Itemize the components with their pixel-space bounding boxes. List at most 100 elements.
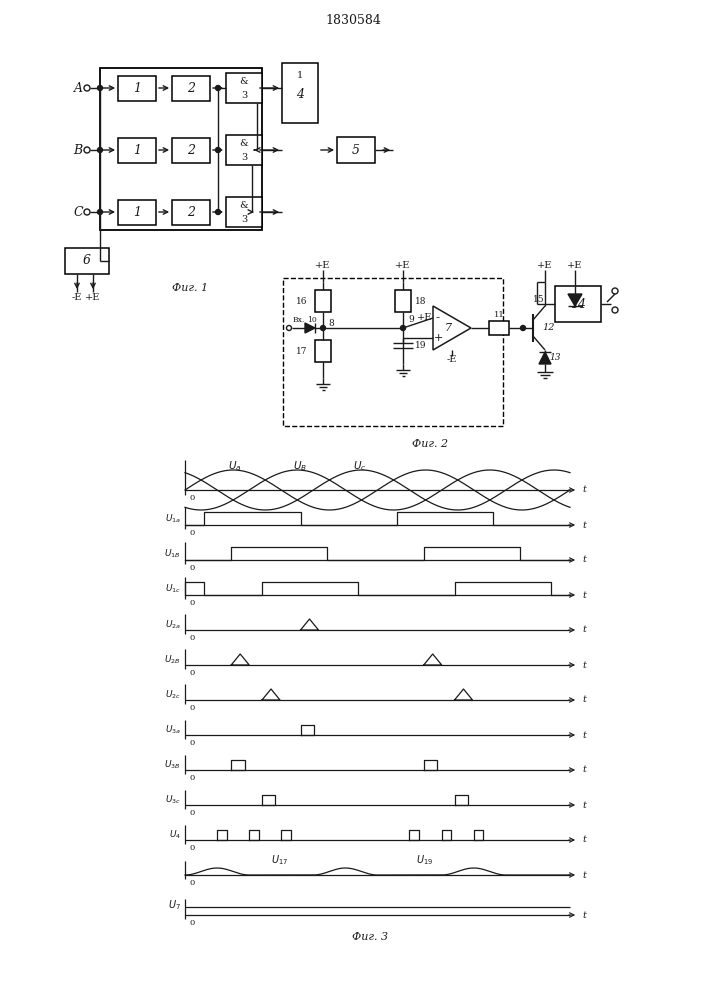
Bar: [226, 135, 262, 165]
Text: 0: 0: [189, 879, 194, 887]
Text: 6: 6: [83, 254, 91, 267]
Text: 3: 3: [241, 91, 247, 100]
Circle shape: [98, 147, 103, 152]
Text: t: t: [582, 556, 586, 564]
Bar: [172, 76, 210, 101]
Polygon shape: [305, 323, 315, 333]
Text: -E: -E: [447, 356, 457, 364]
Text: Фиг. 1: Фиг. 1: [172, 283, 208, 293]
Bar: [555, 286, 601, 322]
Bar: [172, 138, 210, 163]
Bar: [65, 248, 109, 274]
Text: $U_{2c}$: $U_{2c}$: [165, 689, 181, 701]
Bar: [337, 137, 375, 163]
Text: 0: 0: [189, 634, 194, 642]
Text: $U_{2B}$: $U_{2B}$: [165, 654, 181, 666]
Text: t: t: [582, 870, 586, 880]
Text: 1: 1: [297, 72, 303, 81]
Text: $U_{3a}$: $U_{3a}$: [165, 724, 181, 736]
Bar: [315, 290, 331, 312]
Polygon shape: [539, 352, 551, 364]
Text: 10: 10: [307, 316, 317, 324]
Text: $U_{3B}$: $U_{3B}$: [165, 759, 181, 771]
Bar: [315, 340, 331, 362]
Text: $U_{19}$: $U_{19}$: [416, 853, 433, 867]
Text: Вх.: Вх.: [293, 316, 305, 324]
Text: 0: 0: [189, 669, 194, 677]
Text: 0: 0: [189, 809, 194, 817]
Text: +E: +E: [567, 261, 583, 270]
Text: 0: 0: [189, 529, 194, 537]
Text: t: t: [582, 626, 586, 635]
Text: t: t: [582, 660, 586, 670]
Text: &: &: [240, 77, 248, 86]
Text: 3: 3: [241, 152, 247, 161]
Text: $U_{3c}$: $U_{3c}$: [165, 794, 181, 806]
Text: $U_{17}$: $U_{17}$: [271, 853, 288, 867]
Circle shape: [216, 86, 221, 91]
Text: t: t: [582, 766, 586, 774]
Text: $U_4$: $U_4$: [169, 829, 181, 841]
Text: 1: 1: [133, 206, 141, 219]
Text: 17: 17: [296, 347, 307, 356]
Bar: [226, 73, 262, 103]
Bar: [226, 197, 262, 227]
Text: +E: +E: [537, 261, 553, 270]
Text: A: A: [74, 82, 83, 95]
Text: 11: 11: [493, 311, 504, 319]
Text: 16: 16: [296, 296, 307, 306]
Bar: [118, 200, 156, 225]
Text: +E: +E: [395, 261, 411, 270]
Bar: [489, 321, 509, 335]
Bar: [172, 200, 210, 225]
Bar: [118, 76, 156, 101]
Text: C: C: [74, 206, 83, 219]
Text: +E: +E: [417, 314, 433, 322]
Text: $U_{1B}$: $U_{1B}$: [165, 548, 181, 560]
Text: 18: 18: [415, 296, 426, 306]
Text: 0: 0: [189, 494, 194, 502]
Text: t: t: [582, 730, 586, 740]
Text: 2: 2: [187, 82, 195, 95]
Text: $U_7$: $U_7$: [168, 898, 181, 912]
Circle shape: [98, 86, 103, 91]
Text: +E: +E: [315, 261, 331, 270]
Text: &: &: [240, 138, 248, 147]
Text: 0: 0: [189, 844, 194, 852]
Text: t: t: [582, 486, 586, 494]
Text: 15: 15: [533, 296, 545, 304]
Text: -: -: [436, 312, 440, 324]
Text: t: t: [582, 520, 586, 530]
Text: 5: 5: [352, 143, 360, 156]
Text: 13: 13: [549, 354, 561, 362]
Text: $U_{1c}$: $U_{1c}$: [165, 583, 181, 595]
Text: 1: 1: [133, 82, 141, 95]
Text: 19: 19: [415, 342, 426, 351]
Text: B: B: [74, 143, 83, 156]
Text: +E: +E: [86, 294, 100, 302]
Text: t: t: [582, 696, 586, 704]
Text: 12: 12: [543, 324, 555, 332]
Text: 14: 14: [570, 298, 586, 310]
Polygon shape: [568, 294, 582, 306]
Text: $U_{2a}$: $U_{2a}$: [165, 619, 181, 631]
Text: $U_c$: $U_c$: [354, 459, 367, 473]
Circle shape: [520, 326, 525, 330]
Text: $U_{1a}$: $U_{1a}$: [165, 513, 181, 525]
Circle shape: [216, 210, 221, 215]
Bar: [395, 290, 411, 312]
Text: 1830584: 1830584: [325, 13, 381, 26]
Text: $U_a$: $U_a$: [228, 459, 242, 473]
Text: 4: 4: [296, 89, 304, 102]
Circle shape: [320, 326, 325, 330]
Text: 7: 7: [445, 323, 452, 333]
Text: t: t: [582, 590, 586, 599]
Bar: [100, 68, 262, 230]
Text: 0: 0: [189, 774, 194, 782]
Text: +: +: [433, 333, 443, 343]
Text: 1: 1: [133, 143, 141, 156]
Text: 2: 2: [187, 206, 195, 219]
Text: t: t: [582, 800, 586, 810]
Text: 0: 0: [189, 599, 194, 607]
Circle shape: [98, 210, 103, 215]
